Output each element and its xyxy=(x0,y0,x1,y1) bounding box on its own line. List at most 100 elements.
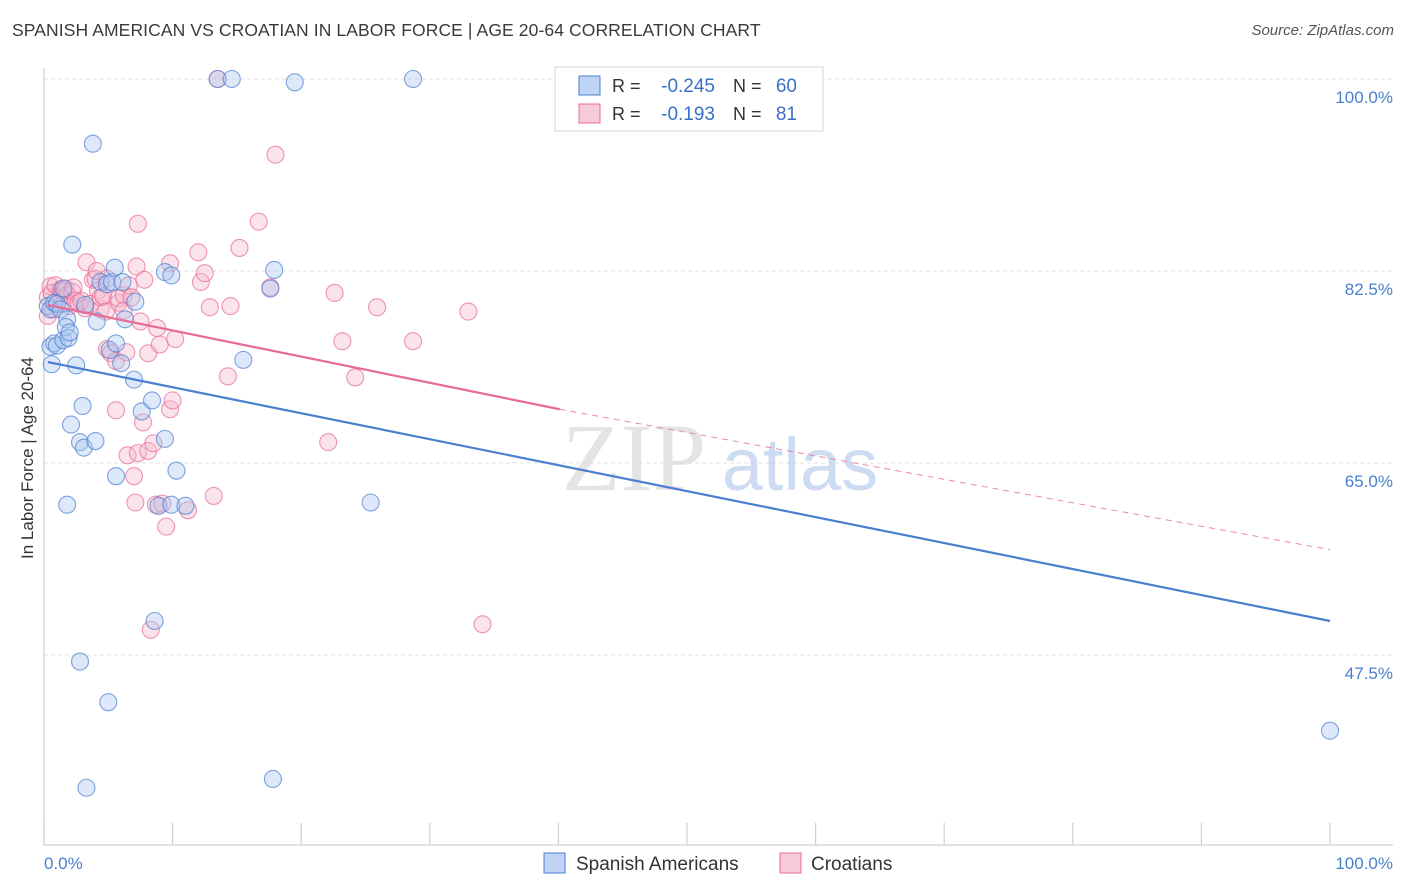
spanish-americans-point xyxy=(167,461,186,480)
croatians-point xyxy=(87,261,106,281)
trend-lines xyxy=(47,303,1331,623)
stats-legend: R = -0.245 N = 60 R = -0.193 N = 81 xyxy=(554,66,824,132)
croatians-point xyxy=(94,287,113,306)
spanish-americans-point xyxy=(106,334,126,353)
legend-n-value-1: 60 xyxy=(776,76,797,97)
source-label: Source: ZipAtlas.com xyxy=(1251,22,1394,39)
spanish-americans-point xyxy=(60,323,79,342)
spanish-americans-point xyxy=(99,693,118,712)
x-tick-label-max: 100.0% xyxy=(1335,854,1393,873)
spanish-americans-point xyxy=(73,396,92,415)
x-tick-label-min: 0.0% xyxy=(44,854,83,873)
axes xyxy=(43,68,1393,846)
y-axis-title: In Labor Force | Age 20-64 xyxy=(18,357,37,559)
watermark-zip: ZIP xyxy=(562,404,706,511)
y-tick-label: 65.0% xyxy=(1345,472,1393,491)
spanish-americans-point xyxy=(105,258,124,277)
croatians-point xyxy=(368,298,387,317)
spanish-americans-point xyxy=(86,432,105,451)
croatians-point xyxy=(195,264,214,283)
croatians-point xyxy=(319,433,338,452)
croatians-point xyxy=(333,332,352,351)
legend-n-value-2: 81 xyxy=(776,104,797,125)
croatians-point xyxy=(266,145,285,164)
spanish-americans-point xyxy=(234,350,253,369)
croatians-point xyxy=(163,391,182,410)
legend-r-label-1: R = xyxy=(612,76,641,96)
spanish-americans-point xyxy=(162,495,181,514)
y-tick-label: 47.5% xyxy=(1345,664,1393,683)
croatians-point xyxy=(128,214,147,233)
spanish-americans-point xyxy=(67,356,86,375)
spanish-americans-point xyxy=(74,438,93,457)
croatians-point xyxy=(135,270,154,289)
croatians-trend-extension xyxy=(559,408,1331,551)
croatians-point xyxy=(218,367,237,386)
legend-n-label-2: N = xyxy=(733,104,762,124)
spanish-americans-point xyxy=(1320,721,1340,740)
y-tick-label: 100.0% xyxy=(1335,88,1393,107)
croatians-point xyxy=(221,297,240,316)
spanish-americans-point xyxy=(222,69,241,89)
spanish-americans-point xyxy=(126,292,145,311)
series-legend-swatch-blue xyxy=(543,852,566,874)
spanish-americans-point xyxy=(61,415,81,434)
legend-swatch-pink xyxy=(578,103,601,124)
spanish-americans-points xyxy=(38,69,1340,797)
spanish-americans-point xyxy=(145,611,164,631)
y-tick-label: 82.5% xyxy=(1345,280,1393,299)
spanish-americans-point xyxy=(77,778,96,797)
croatians-point xyxy=(230,238,249,258)
spanish-americans-point xyxy=(113,272,132,292)
croatians-point xyxy=(325,283,344,302)
croatians-point xyxy=(473,615,492,634)
croatians-point xyxy=(131,312,150,331)
spanish-americans-point xyxy=(261,279,280,298)
spanish-americans-point xyxy=(155,429,174,448)
legend-r-value-1: -0.245 xyxy=(661,76,715,97)
croatians-point xyxy=(144,434,163,453)
spanish-americans-point xyxy=(285,73,304,92)
spanish-americans-point xyxy=(149,496,168,515)
croatians-point xyxy=(150,335,169,354)
legend-r-value-2: -0.193 xyxy=(661,104,715,125)
spanish-americans-trend-line xyxy=(47,360,1331,623)
croatians-point xyxy=(124,467,144,486)
croatians-point xyxy=(204,486,223,505)
croatians-point xyxy=(126,493,145,512)
spanish-americans-point xyxy=(58,310,77,329)
croatians-point xyxy=(191,272,210,292)
spanish-americans-point xyxy=(142,391,162,410)
croatians-point xyxy=(157,517,176,536)
y-tick-labels: 100.0% 82.5% 65.0% 47.5% xyxy=(1335,88,1393,683)
spanish-americans-point xyxy=(63,235,82,254)
spanish-americans-point xyxy=(404,69,423,89)
watermark: ZIP atlas xyxy=(562,404,878,511)
chart-title: SPANISH AMERICAN VS CROATIAN IN LABOR FO… xyxy=(12,20,761,40)
croatians-trend-line xyxy=(47,303,560,411)
croatians-point xyxy=(459,302,478,321)
legend-n-label-1: N = xyxy=(733,76,762,96)
legend-swatch-blue xyxy=(578,75,601,96)
spanish-americans-point xyxy=(208,69,227,89)
croatians-point xyxy=(141,620,160,639)
series-legend: Spanish Americans Croatians xyxy=(543,852,892,875)
spanish-americans-point xyxy=(70,652,90,671)
croatians-point xyxy=(189,243,208,262)
watermark-atlas: atlas xyxy=(722,423,878,506)
croatians-point xyxy=(106,401,126,420)
series-legend-label-blue: Spanish Americans xyxy=(576,854,739,875)
series-legend-label-pink: Croatians xyxy=(811,854,892,875)
croatians-point xyxy=(346,368,365,387)
spanish-americans-point xyxy=(106,467,126,486)
spanish-americans-point xyxy=(83,134,102,153)
spanish-americans-point xyxy=(87,312,106,331)
croatians-point xyxy=(249,212,268,231)
spanish-americans-point xyxy=(58,495,77,514)
spanish-americans-point xyxy=(59,328,78,347)
spanish-americans-point xyxy=(176,496,195,515)
spanish-americans-point xyxy=(265,260,284,279)
spanish-americans-point xyxy=(263,769,282,789)
spanish-americans-point xyxy=(361,493,380,512)
